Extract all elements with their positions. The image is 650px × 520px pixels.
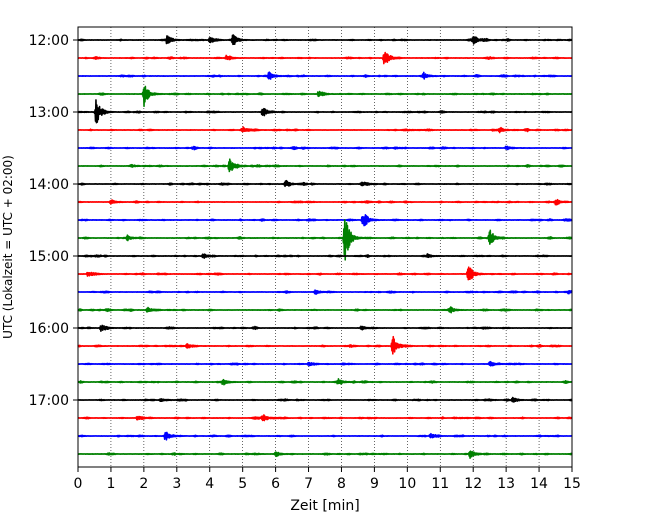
trace-1200 [77, 34, 573, 46]
x-tick-label: 0 [74, 476, 83, 492]
trace-1215 [77, 51, 573, 65]
trace-1645 [77, 378, 573, 386]
x-tick-label: 8 [337, 476, 346, 492]
trace-1345 [77, 158, 573, 173]
trace-1230 [77, 71, 573, 80]
trace-1730 [77, 431, 573, 441]
trace-1315 [77, 126, 573, 134]
trace-1430 [77, 213, 573, 227]
y-axis-ticks: 12:00 13:00 14:00 15:00 16:00 17:00 [29, 33, 78, 409]
x-tick-label: 6 [271, 476, 280, 492]
y-tick-label: 15:00 [29, 249, 69, 265]
trace-1515 [77, 266, 573, 281]
x-tick-label: 15 [563, 476, 581, 492]
x-tick-label: 7 [304, 476, 313, 492]
grid-lines [110, 27, 540, 467]
x-tick-label: 3 [172, 476, 181, 492]
trace-1600 [77, 324, 573, 332]
trace-1615 [77, 335, 573, 355]
trace-1415 [77, 198, 573, 206]
y-axis-label: UTC (Lokalzeit = UTC + 02:00) [1, 155, 15, 339]
trace-1300 [77, 99, 573, 124]
trace-1245 [77, 85, 573, 108]
x-tick-label: 14 [530, 476, 548, 492]
x-tick-label: 2 [139, 476, 148, 492]
y-tick-label: 13:00 [29, 105, 69, 121]
seismic-traces [77, 34, 573, 459]
trace-1500 [77, 253, 573, 260]
trace-1630 [77, 360, 573, 367]
x-tick-label: 12 [464, 476, 482, 492]
y-tick-label: 16:00 [29, 321, 69, 337]
trace-1445 [77, 219, 573, 261]
x-tick-label: 13 [497, 476, 515, 492]
x-tick-label: 9 [370, 476, 379, 492]
trace-1745 [77, 450, 573, 459]
y-tick-label: 17:00 [29, 393, 69, 409]
y-tick-label: 14:00 [29, 177, 69, 193]
x-tick-label: 10 [398, 476, 416, 492]
y-tick-label: 12:00 [29, 33, 69, 49]
x-tick-label: 4 [205, 476, 214, 492]
trace-1400 [77, 179, 573, 188]
trace-1700 [77, 396, 573, 403]
x-tick-label: 11 [431, 476, 449, 492]
x-axis-label: Zeit [min] [290, 498, 359, 514]
trace-1330 [77, 145, 573, 151]
trace-1530 [77, 289, 573, 295]
trace-1715 [77, 414, 573, 422]
x-tick-label: 1 [106, 476, 115, 492]
x-axis-ticks: 0 1 2 3 4 5 6 7 8 9 10 11 12 13 14 15 [74, 467, 581, 492]
plot-frame [77, 26, 573, 468]
trace-1545 [77, 306, 573, 314]
x-tick-label: 5 [238, 476, 247, 492]
